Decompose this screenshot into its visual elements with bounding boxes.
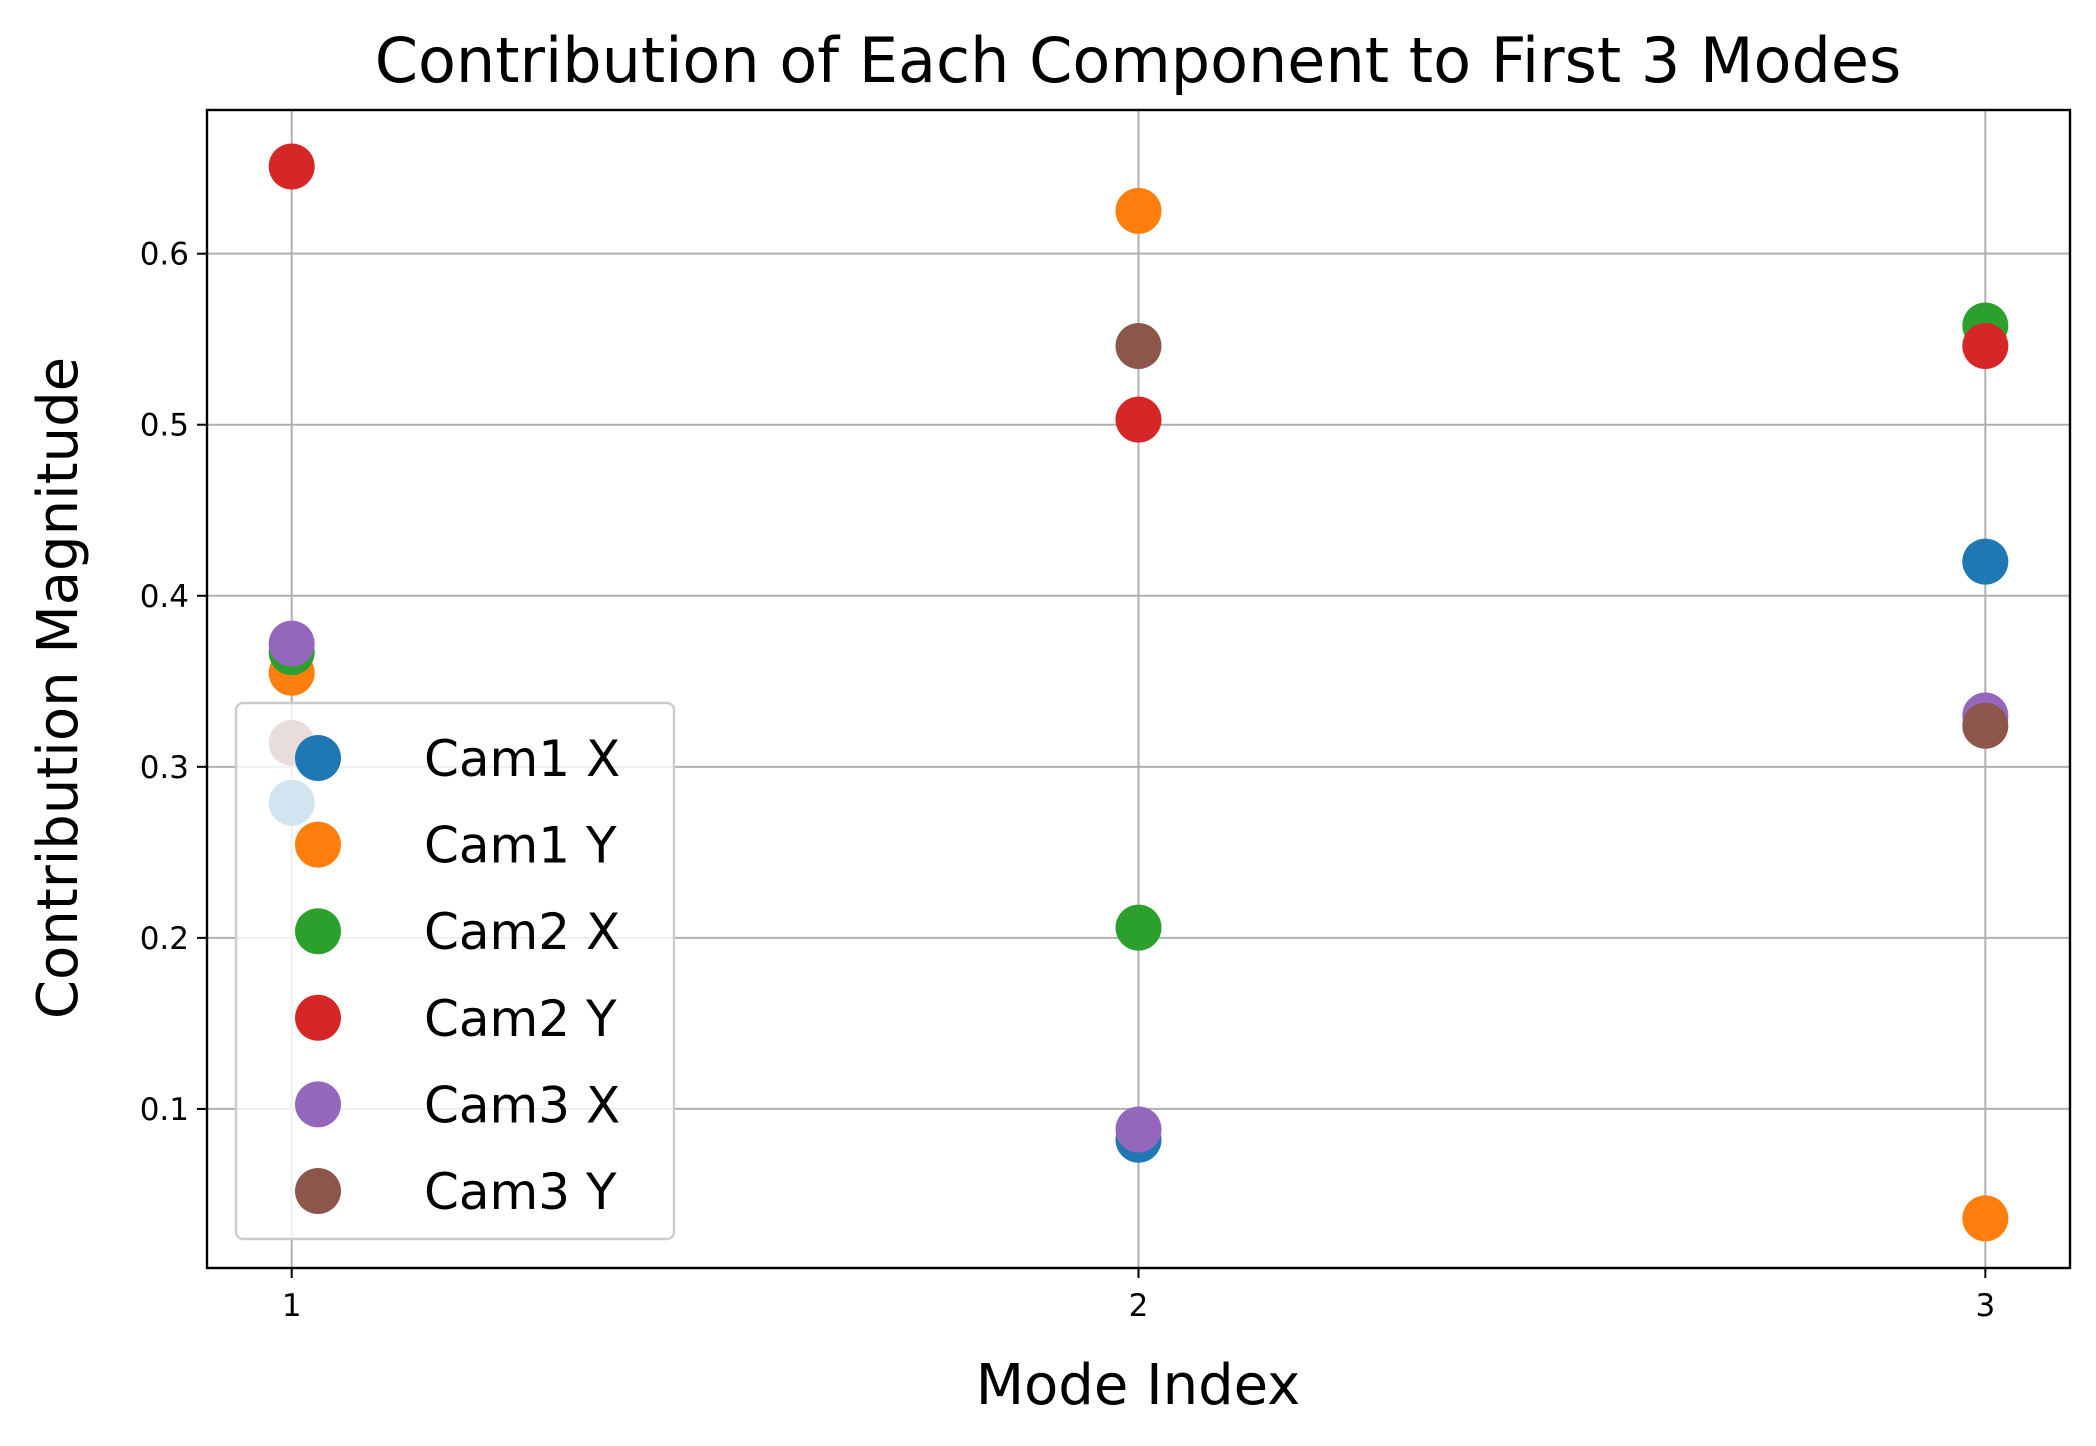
y-tick-label: 0.5 <box>140 408 189 444</box>
y-tick-label: 0.2 <box>140 921 189 957</box>
legend-label: Cam2 Y <box>424 990 617 1048</box>
legend-marker-cam2-y <box>295 994 341 1041</box>
point-cam2-y-mode-2 <box>1115 396 1162 443</box>
legend-label: Cam3 X <box>424 1076 620 1134</box>
y-axis-label: Contribution Magnitude <box>26 357 91 1019</box>
x-tick-label: 1 <box>282 1288 302 1324</box>
legend-marker-cam2-x <box>295 908 341 955</box>
point-cam1-y-mode-3 <box>1962 1195 2009 1242</box>
legend: Cam1 X Cam1 Y Cam2 X Cam2 Y Cam3 X Cam3 Y <box>234 701 676 1241</box>
legend-box <box>234 701 676 1241</box>
legend-marker-cam1-y <box>295 821 341 868</box>
point-cam3-y-mode-2 <box>1115 323 1162 370</box>
legend-marker-cam3-x <box>295 1081 341 1128</box>
point-cam2-y-mode-3 <box>1962 323 2009 370</box>
point-cam3-x-mode-1 <box>268 620 315 667</box>
x-axis-label: Mode Index <box>976 1353 1301 1418</box>
legend-label: Cam3 Y <box>424 1163 617 1221</box>
axis-ticks: 1 2 3 0.1 0.2 0.3 0.4 0.5 0.6 <box>140 237 1995 1324</box>
legend-marker-cam3-y <box>295 1168 341 1214</box>
x-tick-label: 3 <box>1975 1288 1995 1324</box>
y-tick-label: 0.6 <box>140 237 189 273</box>
point-cam2-y-mode-1 <box>268 143 315 190</box>
legend-label: Cam1 X <box>424 730 620 788</box>
chart-title: Contribution of Each Component to First … <box>375 24 1902 97</box>
y-tick-label: 0.3 <box>140 750 189 786</box>
legend-label: Cam2 X <box>424 903 620 961</box>
point-cam2-x-mode-2 <box>1115 904 1162 951</box>
point-cam1-y-mode-2 <box>1115 187 1162 234</box>
y-tick-label: 0.1 <box>140 1092 189 1128</box>
point-cam3-x-mode-2 <box>1115 1106 1162 1153</box>
legend-label: Cam1 Y <box>424 817 617 875</box>
legend-marker-cam1-x <box>295 735 341 781</box>
y-tick-label: 0.4 <box>140 579 189 615</box>
point-cam1-x-mode-3 <box>1962 538 2009 585</box>
data-points <box>268 143 2009 1242</box>
point-cam3-y-mode-3 <box>1962 702 2009 749</box>
x-tick-label: 2 <box>1129 1288 1149 1324</box>
